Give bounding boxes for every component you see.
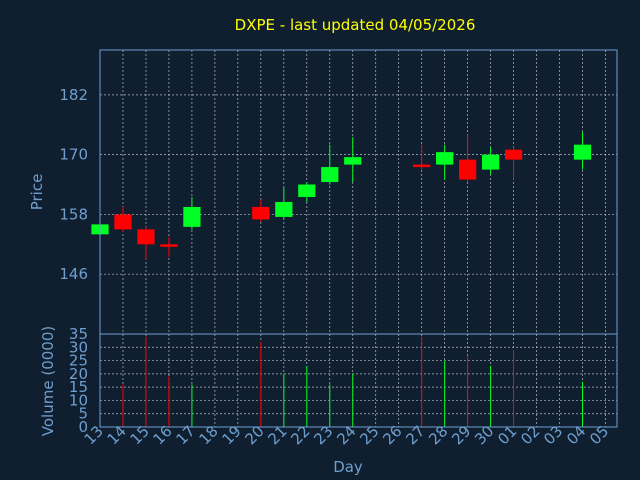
candle-body: [252, 206, 270, 220]
plot-frame: [99, 49, 618, 428]
candle-body: [275, 201, 293, 217]
candle-body: [137, 229, 155, 245]
chart-title: DXPE - last updated 04/05/2026: [235, 16, 476, 34]
candle-body: [413, 164, 431, 168]
candle-body: [114, 214, 132, 230]
grid-lines: [99, 50, 617, 427]
candle-body: [504, 149, 523, 160]
candle-body: [298, 184, 316, 197]
candle-body: [573, 144, 592, 160]
tick-labels: 1461581701820510152025303513141516171819…: [59, 86, 612, 448]
price-tick-label: 170: [59, 146, 88, 164]
price-panel-frame: [99, 49, 618, 335]
price-tick-label: 146: [59, 265, 88, 283]
candle-body: [436, 152, 454, 165]
volume-axis-label: Volume (0000): [39, 326, 57, 436]
volume-tick-label: 0: [78, 418, 88, 436]
volume-tick-label: 5: [78, 405, 88, 423]
volume-tick-label: 35: [69, 325, 88, 343]
candle-body: [459, 159, 477, 180]
candle-body: [183, 206, 201, 227]
candle-body: [482, 154, 500, 170]
volume-tick-label: 25: [69, 352, 88, 370]
volume-tick-label: 10: [69, 391, 88, 409]
candle-body: [344, 157, 362, 165]
price-tick-label: 182: [59, 86, 88, 104]
volume-tick-label: 20: [69, 365, 88, 383]
volume-tick-label: 30: [69, 338, 88, 356]
candle-body: [160, 244, 178, 247]
volume-tick-label: 15: [69, 378, 88, 396]
x-axis-label: Day: [333, 458, 363, 476]
chart-marks: [91, 132, 592, 427]
volume-panel-frame: [99, 333, 618, 428]
price-tick-label: 158: [59, 205, 88, 223]
price-axis-label: Price: [28, 174, 46, 211]
x-tick-label: 05: [586, 422, 612, 448]
candle-body: [321, 167, 339, 183]
